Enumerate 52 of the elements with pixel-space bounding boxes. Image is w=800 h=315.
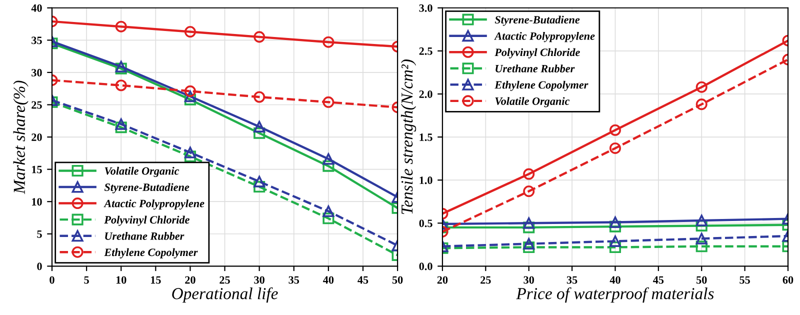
y-tick-label: 1.5 bbox=[420, 134, 432, 142]
x-tick-label: 40 bbox=[610, 276, 620, 284]
x-axis-title: Operational life bbox=[172, 287, 278, 303]
y-tick-label: 2.5 bbox=[419, 47, 432, 55]
legend-label: Polyvinyl Chloride bbox=[104, 216, 190, 226]
y-tick-label: 40 bbox=[31, 4, 42, 12]
legend-label: Polyvinyl Chloride bbox=[494, 48, 580, 58]
y-tick-label: 1.0 bbox=[420, 176, 432, 184]
x-tick-label: 35 bbox=[566, 276, 578, 284]
x-tick-label: 50 bbox=[392, 276, 403, 284]
y-tick-label: 2.0 bbox=[419, 90, 432, 98]
x-axis-title: Price of waterproof materials bbox=[516, 287, 714, 303]
x-tick-label: 0 bbox=[50, 276, 54, 284]
y-tick-label: 15 bbox=[32, 166, 42, 174]
legend-label: Styrene-Butadiene bbox=[104, 183, 190, 194]
legend-label: Atactic Polypropylene bbox=[494, 32, 595, 42]
y-axis-title: Tensile strength(N/cm²) bbox=[400, 60, 416, 214]
legend-label: Urethane Rubber bbox=[496, 64, 575, 72]
x-tick-label: 15 bbox=[150, 276, 161, 284]
legend-label: Ethylene Copolymer bbox=[494, 80, 588, 91]
legend-label: Styrene-Butadiene bbox=[494, 16, 580, 26]
legend-label: Volatile Organic bbox=[104, 166, 180, 177]
y-tick-label: 0.0 bbox=[419, 262, 432, 270]
y-tick-label: 25 bbox=[32, 101, 42, 109]
y-tick-label: 35 bbox=[32, 36, 42, 44]
x-tick-label: 25 bbox=[220, 276, 230, 284]
y-axis-title: Market share(%) bbox=[13, 80, 28, 194]
x-tick-label: 30 bbox=[524, 276, 534, 284]
y-tick-label: 0 bbox=[37, 262, 42, 270]
x-tick-label: 40 bbox=[323, 276, 334, 284]
x-tick-label: 25 bbox=[480, 276, 491, 284]
y-tick-label: 30 bbox=[32, 68, 42, 76]
legend-label: Urethane Rubber bbox=[105, 232, 184, 240]
legend-label: Volatile Organic bbox=[495, 97, 570, 108]
x-tick-label: 45 bbox=[653, 276, 664, 284]
x-tick-label: 45 bbox=[358, 276, 368, 284]
x-tick-label: 50 bbox=[696, 276, 707, 284]
y-tick-label: 10 bbox=[32, 198, 42, 206]
x-tick-label: 20 bbox=[437, 276, 448, 284]
legend-label: Atactic Polypropylene bbox=[104, 199, 204, 210]
x-tick-label: 20 bbox=[185, 276, 196, 284]
x-tick-label: 55 bbox=[740, 276, 750, 284]
y-tick-label: 3.0 bbox=[419, 4, 432, 12]
x-tick-label: 30 bbox=[254, 276, 264, 284]
y-tick-label: 20 bbox=[32, 133, 42, 141]
x-tick-label: 60 bbox=[782, 276, 794, 284]
x-tick-label: 10 bbox=[116, 276, 126, 284]
x-tick-label: 5 bbox=[84, 276, 89, 284]
y-tick-label: 5 bbox=[37, 230, 42, 238]
legend-label: Ethylene Copolymer bbox=[104, 248, 198, 258]
x-tick-label: 35 bbox=[288, 276, 300, 284]
y-tick-label: 0.5 bbox=[419, 220, 432, 228]
